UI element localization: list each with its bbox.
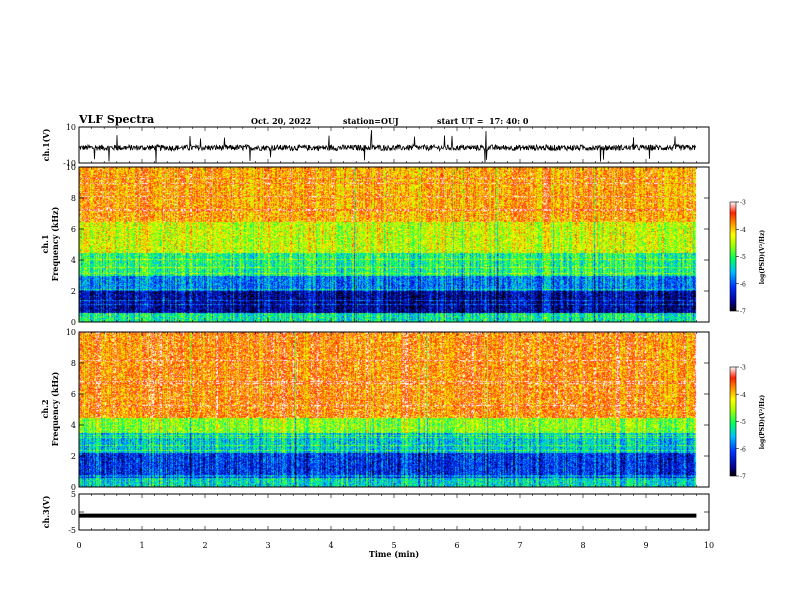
y-tick-label: 2	[71, 452, 76, 461]
ch2-colorbar: -3 -4 -5 -6 -7 log(PSD)(V²/Hz)	[729, 365, 766, 481]
colorbar-tick-label: -5	[740, 419, 746, 426]
colorbar-tick-label: -6	[740, 281, 746, 288]
colorbar-tick-label: -5	[740, 254, 746, 261]
ch1-spectrogram-panel: 0 2 4 6 8 10 ch.1 Frequency (kHz)	[40, 163, 710, 327]
ch1-waveform-panel: 10 -10 ch.1(V)	[41, 123, 710, 168]
y-tick-label: 8	[71, 359, 76, 368]
colorbar-tick-label: -7	[740, 309, 746, 316]
ch2-spectrogram-image	[79, 332, 709, 487]
x-tick-label: 3	[265, 541, 270, 550]
colorbar-tick-label: -3	[740, 365, 746, 372]
x-tick-label: 7	[517, 541, 522, 550]
colorbar-tick-label: -7	[740, 474, 746, 481]
x-tick-label: 5	[391, 541, 396, 550]
start-time-label: start UT = 17: 40: 0	[437, 116, 528, 126]
x-tick-label: 9	[643, 541, 648, 550]
start-time-value: 17: 40: 0	[489, 116, 529, 126]
x-tick-label: 2	[202, 541, 207, 550]
ch1-waveform-line	[78, 129, 697, 164]
ch3-frame	[78, 493, 710, 531]
colorbar-tick-label: -4	[740, 392, 746, 399]
y-tick-label: 8	[71, 194, 76, 203]
y-tick-label: 10	[66, 123, 76, 132]
y-tick-label: -10	[63, 159, 76, 168]
ch2-spectrogram-ylabel: ch.2	[40, 399, 50, 418]
ch3-ylabel: ch.3(V)	[41, 495, 51, 528]
x-tick-label: 1	[139, 541, 144, 550]
x-tick-label: 10	[704, 541, 714, 550]
x-axis-label: Time (min)	[369, 549, 419, 559]
y-tick-label: 2	[71, 287, 76, 296]
y-tick-label: 0	[71, 318, 76, 327]
date-label: Oct. 20, 2022	[251, 116, 312, 126]
y-tick-label: 0	[71, 483, 76, 492]
y-tick-label: 10	[66, 328, 76, 337]
ch1-colorbar-label: log(PSD)(V²/Hz)	[759, 230, 766, 285]
x-tick-label: 0	[76, 541, 81, 550]
ch2-colorbar-gradient	[729, 366, 737, 477]
figure-title: VLF Spectra	[79, 113, 155, 126]
y-tick-label: 4	[71, 421, 76, 430]
colorbar-tick-label: -3	[740, 200, 746, 207]
x-tick-label: 8	[580, 541, 585, 550]
ch1-spectrogram-image	[79, 167, 709, 322]
ch1-frame	[78, 126, 710, 164]
ch1-frequency-label: Frequency (kHz)	[50, 206, 60, 281]
ch1-colorbar-gradient	[729, 201, 737, 312]
y-tick-label: 6	[71, 390, 76, 399]
y-tick-label: 6	[71, 225, 76, 234]
ch1-spectrogram-ylabel: ch.1	[40, 234, 50, 253]
ch1-ylabel: ch.1(V)	[41, 128, 51, 161]
y-tick-label: 5	[71, 490, 76, 499]
station-value: OUJ	[380, 116, 399, 126]
station-label: station=OUJ	[343, 116, 399, 126]
colorbar-tick-label: -4	[740, 227, 746, 234]
y-tick-label: 4	[71, 256, 76, 265]
x-tick-label: 4	[328, 541, 333, 550]
x-tick-label: 6	[454, 541, 459, 550]
ch2-frequency-label: Frequency (kHz)	[50, 371, 60, 446]
ch1-colorbar: -3 -4 -5 -6 -7 log(PSD)(V²/Hz)	[729, 200, 766, 316]
y-tick-label: 10	[66, 163, 76, 172]
y-tick-label: 0	[71, 508, 76, 517]
colorbar-tick-label: -6	[740, 446, 746, 453]
y-tick-label: -5	[68, 526, 76, 535]
ch2-spectrogram-panel: 0 2 4 6 8 10 ch.2 Frequency (kHz)	[40, 328, 710, 492]
station-prefix: station=	[343, 116, 381, 126]
ch2-colorbar-label: log(PSD)(V²/Hz)	[759, 395, 766, 450]
ch3-waveform-panel: 50-5 ch.3(V) 0 1 2 3 4 5 6 7 8 9 10 Time (min)	[41, 490, 714, 559]
start-prefix: start UT =	[437, 116, 484, 126]
